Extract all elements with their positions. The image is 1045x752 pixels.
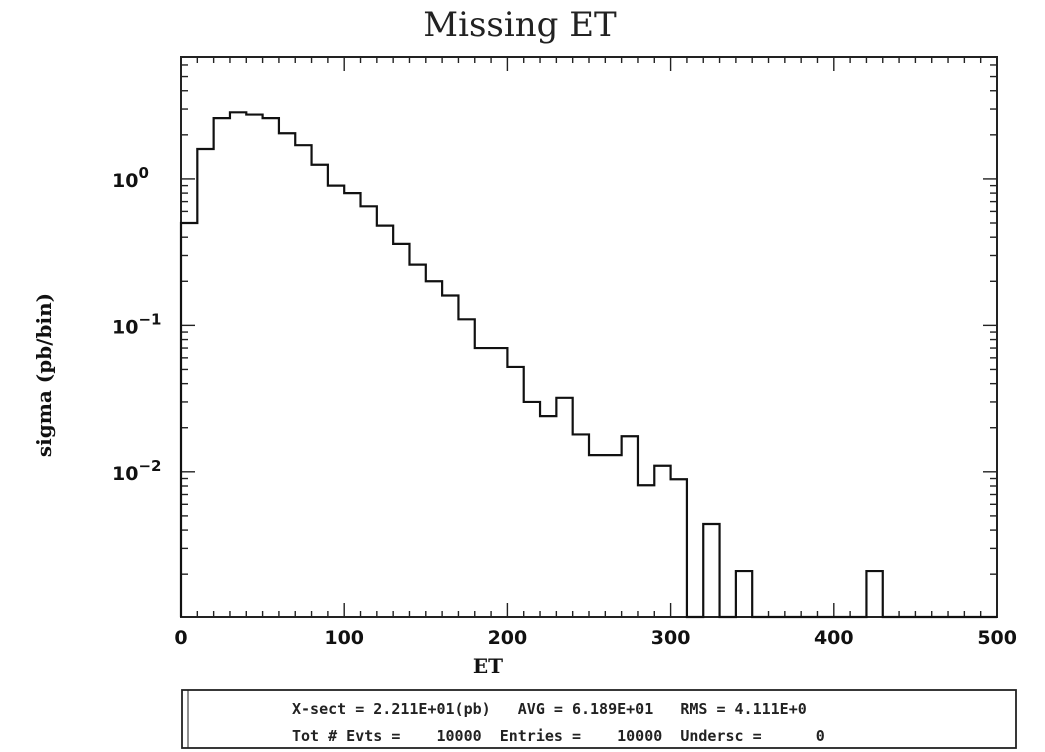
stats-box-border <box>181 689 1017 749</box>
histogram-bin <box>312 165 328 617</box>
histogram-bin <box>328 186 344 617</box>
histogram-bin <box>507 367 523 617</box>
histogram-bin <box>263 118 279 617</box>
y-axis-title: sigma (pb/bin) <box>32 293 56 457</box>
x-tick-label: 300 <box>651 627 691 649</box>
x-tick-label: 100 <box>324 627 364 649</box>
stats-box: X-sect = 2.211E+01(pb) AVG = 6.189E+01 R… <box>181 689 1017 749</box>
histogram-bin <box>295 145 311 617</box>
histogram-bin <box>361 206 377 617</box>
y-tick-label: 100 <box>112 164 149 192</box>
histogram-outline <box>179 111 997 619</box>
x-axis-title: ET <box>473 654 503 678</box>
histogram-bin <box>654 466 670 617</box>
histogram-bin <box>377 226 393 617</box>
histogram-bin <box>246 115 262 617</box>
x-tick-label: 500 <box>977 627 1017 649</box>
histogram-bin <box>556 398 572 617</box>
y-tick-labels: 100 10−1 10−2 <box>112 164 161 485</box>
histogram-bin <box>703 524 719 617</box>
histogram-bin <box>605 455 621 617</box>
histogram-bin <box>442 295 458 617</box>
histogram-bin <box>344 193 360 617</box>
x-tick-labels: 0 100 200 300 400 500 <box>174 627 1017 649</box>
y-tick-label: 10−1 <box>112 310 161 338</box>
histogram-bin <box>181 223 197 617</box>
histogram-bin <box>573 434 589 617</box>
histogram-bin <box>491 348 507 617</box>
histogram-bin <box>393 244 409 617</box>
histogram-bin <box>279 133 295 617</box>
axis-ticks <box>180 57 998 617</box>
x-tick-label: 0 <box>174 627 187 649</box>
y-tick-label: 10−2 <box>112 457 161 485</box>
histogram-bin <box>409 265 425 617</box>
histogram-bin <box>622 436 638 617</box>
histogram-bin <box>524 402 540 617</box>
plot-frame <box>180 56 998 618</box>
histogram-bin <box>230 112 246 617</box>
histogram-bin <box>638 485 654 617</box>
histogram-bin <box>866 571 882 617</box>
histogram-bin <box>197 149 213 617</box>
stats-line-2: Tot # Evts = 10000 Entries = 10000 Under… <box>292 727 825 745</box>
histogram-bin <box>475 348 491 617</box>
histogram-bin <box>589 455 605 617</box>
chart-title: Missing ET <box>423 5 617 45</box>
stats-line-1: X-sect = 2.211E+01(pb) AVG = 6.189E+01 R… <box>292 700 807 718</box>
x-tick-label: 200 <box>488 627 528 649</box>
plot-border <box>180 56 998 618</box>
histogram <box>179 111 997 619</box>
histogram-bin <box>736 571 752 617</box>
histogram-bin <box>671 479 687 617</box>
histogram-bin <box>426 281 442 617</box>
histogram-bin <box>540 416 556 617</box>
histogram-bin <box>458 319 474 617</box>
histogram-bin <box>214 118 230 617</box>
x-tick-label: 400 <box>814 627 854 649</box>
